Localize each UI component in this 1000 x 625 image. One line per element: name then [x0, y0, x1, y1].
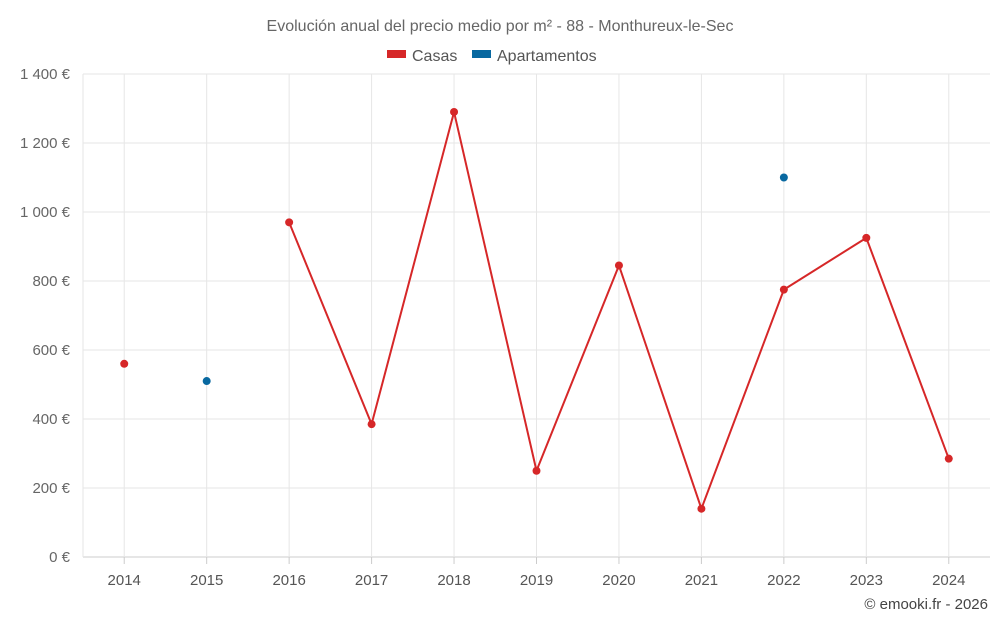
y-tick-label: 600 €: [32, 342, 70, 359]
x-axis-ticks: 2014 2015 2016 2017 2018 2019 2020 2021 2022 2023…: [108, 557, 965, 589]
y-axis-ticks: 0 € 200 € 400 € 600 € 800 € 1 000 € 1 200 € 1 4…: [20, 66, 71, 566]
x-tick-label: 2020: [602, 572, 635, 589]
series-line-segment-casas: [865, 236, 950, 460]
x-tick-label: 2023: [850, 572, 883, 589]
x-tick-label: 2017: [355, 572, 388, 589]
x-tick-label: 2015: [190, 572, 223, 589]
series-line-segment-casas: [700, 288, 785, 510]
y-tick-label: 800 €: [32, 273, 70, 290]
data-point-casas[interactable]: [285, 218, 294, 227]
x-tick-label: 2024: [932, 572, 965, 589]
x-tick-label: 2019: [520, 572, 553, 589]
credit-text: © emooki.fr - 2026: [864, 596, 988, 613]
data-point-apartamentos[interactable]: [202, 377, 211, 386]
data-point-casas[interactable]: [614, 261, 623, 270]
series-line-segment-casas: [370, 110, 456, 426]
series-line-segment-casas: [453, 110, 538, 472]
legend-label-apartamentos[interactable]: Apartamentos: [497, 48, 597, 65]
y-tick-label: 400 €: [32, 411, 70, 428]
data-point-casas[interactable]: [697, 504, 706, 513]
data-point-casas[interactable]: [532, 466, 541, 475]
series-line-segment-casas: [288, 221, 373, 426]
series-line-segment-casas: [782, 236, 868, 291]
data-point-apartamentos[interactable]: [779, 173, 788, 182]
series-line-segment-casas: [617, 264, 703, 510]
x-tick-label: 2014: [108, 572, 141, 589]
y-tick-label: 200 €: [32, 480, 70, 497]
x-tick-label: 2018: [437, 572, 470, 589]
y-tick-label: 1 400 €: [20, 66, 71, 83]
y-tick-label: 0 €: [49, 549, 71, 566]
data-point-casas[interactable]: [450, 107, 459, 116]
series-layer: [120, 107, 953, 513]
x-tick-label: 2021: [685, 572, 718, 589]
data-point-casas[interactable]: [779, 285, 788, 294]
y-tick-label: 1 000 €: [20, 204, 71, 221]
legend-label-casas[interactable]: Casas: [412, 48, 457, 65]
x-tick-label: 2022: [767, 572, 800, 589]
data-point-casas[interactable]: [944, 454, 953, 463]
series-line-segment-casas: [535, 264, 620, 472]
gridlines: [82, 73, 990, 558]
legend-swatch-apartamentos: [472, 50, 491, 58]
y-tick-label: 1 200 €: [20, 135, 71, 152]
data-point-casas[interactable]: [367, 420, 376, 429]
data-point-casas[interactable]: [120, 359, 129, 368]
data-point-casas[interactable]: [862, 233, 871, 242]
x-tick-label: 2016: [272, 572, 305, 589]
legend-swatch-casas: [387, 50, 406, 58]
chart-title: Evolución anual del precio medio por m² …: [267, 18, 734, 35]
legend: Casas Apartamentos: [387, 48, 597, 65]
